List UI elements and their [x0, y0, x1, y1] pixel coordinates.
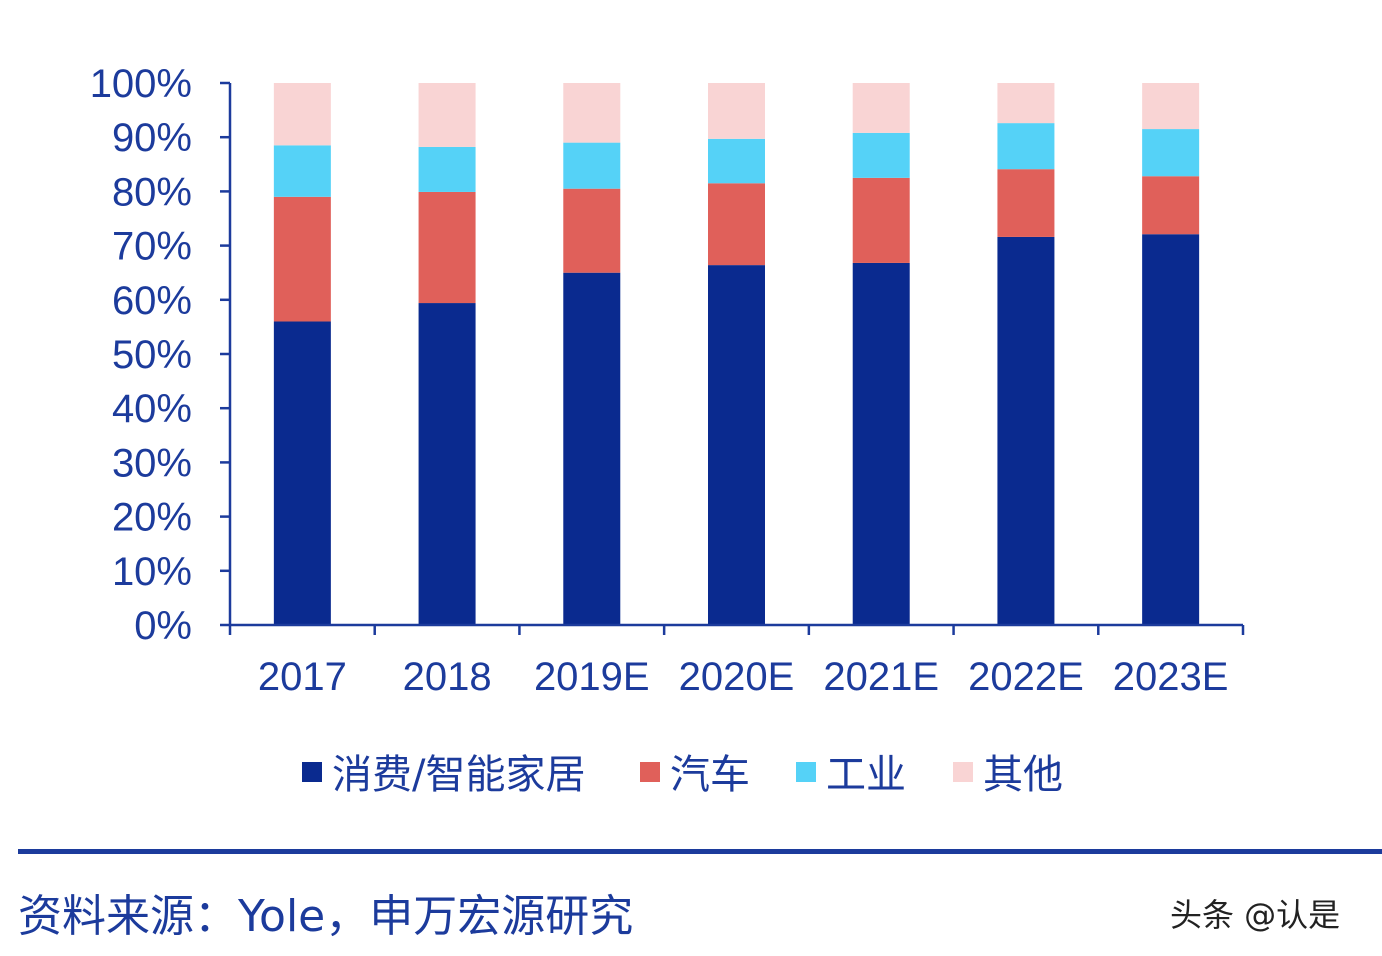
x-tick-label: 2023E	[1113, 655, 1229, 699]
bar-segment-0	[1142, 234, 1200, 625]
bar-segment-3	[563, 83, 621, 143]
bar-segment-0	[418, 303, 476, 625]
bar-segment-2	[563, 142, 621, 189]
legend-label: 其他	[983, 752, 1063, 798]
bar-segment-3	[708, 83, 765, 139]
bar-segment-2	[1142, 129, 1200, 177]
bar-segment-0	[852, 262, 910, 625]
x-tick-label: 2017	[258, 655, 347, 699]
legend-label: 消费/智能家居	[332, 752, 585, 798]
bar-segment-2	[997, 123, 1055, 170]
y-tick-label: 40%	[112, 387, 192, 431]
bar-segment-1	[563, 188, 621, 273]
legend-swatch	[953, 762, 973, 782]
legend-label: 汽车	[670, 752, 750, 798]
y-tick-label: 30%	[112, 441, 192, 485]
y-tick-label: 100%	[90, 62, 192, 106]
y-tick-label: 60%	[112, 279, 192, 323]
bar-segment-3	[1142, 83, 1200, 130]
x-tick-label: 2022E	[968, 655, 1084, 699]
x-tick-label: 2019E	[534, 655, 650, 699]
legend-label: 工业	[826, 752, 906, 798]
x-tick-label: 2021E	[823, 655, 939, 699]
legend-swatch	[302, 762, 322, 782]
bar-segment-1	[273, 196, 331, 322]
legend-swatch	[796, 762, 816, 782]
y-tick-label: 10%	[112, 550, 192, 594]
bar-segment-1	[1142, 176, 1200, 235]
bar-segment-1	[418, 191, 476, 304]
bar-segment-1	[997, 169, 1055, 237]
y-tick-label: 80%	[112, 170, 192, 214]
source-note: 资料来源：Yole，申万宏源研究	[18, 891, 634, 942]
bar-segment-3	[418, 83, 476, 147]
legend-swatch	[640, 762, 660, 782]
bar-segment-1	[852, 177, 910, 263]
y-tick-label: 20%	[112, 496, 192, 540]
bar-segment-2	[273, 145, 331, 197]
bar-segment-0	[563, 272, 621, 625]
y-tick-label: 90%	[112, 116, 192, 160]
watermark: 头条 @认是	[1170, 896, 1341, 934]
bar-segment-3	[852, 83, 910, 133]
y-tick-label: 50%	[112, 333, 192, 377]
y-tick-label: 0%	[134, 604, 192, 648]
bar-segment-2	[418, 146, 476, 192]
source-divider	[18, 849, 1382, 854]
bar-segment-0	[997, 236, 1055, 626]
x-tick-label: 2020E	[679, 655, 795, 699]
bar-segment-0	[273, 321, 331, 625]
bar-segment-1	[708, 183, 765, 266]
bar-segment-0	[708, 265, 765, 625]
x-tick-label: 2018	[403, 655, 492, 699]
bar-segment-3	[273, 83, 331, 146]
y-tick-label: 70%	[112, 225, 192, 269]
bar-segment-2	[708, 138, 765, 184]
bar-segment-3	[997, 83, 1055, 124]
bar-segment-2	[852, 132, 910, 178]
